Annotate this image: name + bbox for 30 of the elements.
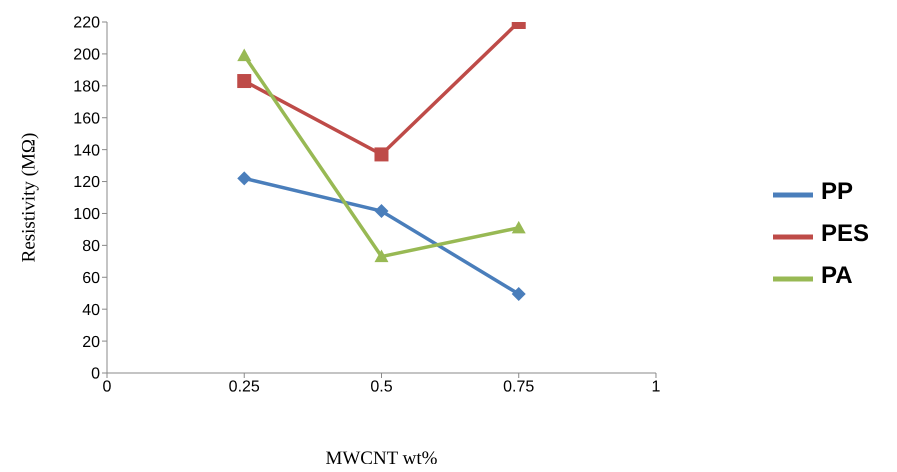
- x-tick-label: 0.25: [228, 378, 260, 396]
- legend-label: PES: [820, 220, 869, 248]
- legend-label: PP: [820, 178, 853, 206]
- point: [374, 250, 388, 262]
- y-tick-label: 180: [73, 78, 100, 96]
- y-tick-label: 80: [82, 238, 100, 256]
- y-axis-title: Resistivity (MΩ): [18, 132, 40, 262]
- point: [237, 171, 252, 186]
- x-tick-label: 0.75: [503, 378, 534, 396]
- y-tick-label: 60: [82, 270, 100, 287]
- legend-label: PA: [820, 262, 853, 289]
- y-tick-label: 100: [73, 206, 100, 224]
- y-tick-label: 160: [73, 110, 100, 128]
- y-tick-label: 220: [73, 14, 100, 32]
- point: [512, 220, 526, 234]
- point: [512, 287, 526, 302]
- y-tick-label: 140: [73, 142, 100, 160]
- y-tick-label: 40: [82, 302, 100, 319]
- point: [374, 204, 388, 218]
- x-tick-label: 1: [652, 378, 661, 396]
- x-axis-title: MWCNT wt%: [325, 448, 438, 469]
- y-tick-label: 200: [73, 46, 100, 64]
- y-tick-label: 20: [82, 334, 100, 351]
- x-tick-label: 0.5: [370, 378, 393, 396]
- point: [237, 48, 252, 62]
- y-tick-label: 120: [73, 174, 100, 192]
- x-tick-label: 0: [102, 378, 112, 396]
- point: [237, 74, 252, 88]
- y-tick-label: 0: [91, 366, 100, 383]
- point: [374, 147, 388, 162]
